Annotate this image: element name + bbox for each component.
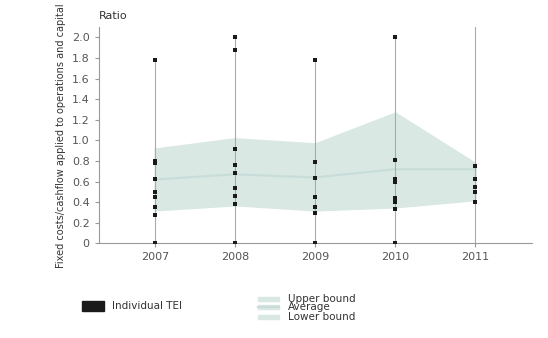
Point [471, 177, 480, 182]
Point [471, 184, 480, 189]
Point [391, 199, 399, 205]
Point [150, 194, 159, 200]
Text: Upper bound: Upper bound [288, 294, 355, 304]
Point [471, 189, 480, 195]
Point [311, 176, 319, 181]
Point [150, 212, 159, 217]
Point [391, 241, 399, 246]
Point [231, 201, 239, 207]
Point [231, 34, 239, 40]
Point [391, 207, 399, 212]
Point [150, 189, 159, 195]
Point [391, 195, 399, 201]
Point [150, 177, 159, 182]
Point [311, 204, 319, 210]
Point [391, 179, 399, 184]
Point [150, 158, 159, 164]
Point [311, 241, 319, 246]
Point [471, 163, 480, 169]
Text: Ratio: Ratio [99, 10, 127, 21]
Point [150, 160, 159, 166]
Point [231, 185, 239, 190]
Point [311, 57, 319, 63]
Point [231, 241, 239, 246]
Point [231, 162, 239, 168]
Point [231, 193, 239, 199]
Point [311, 211, 319, 216]
Text: Individual TEI: Individual TEI [112, 301, 182, 311]
Point [150, 204, 159, 210]
Point [391, 34, 399, 40]
Point [311, 159, 319, 165]
Point [471, 199, 480, 205]
Point [150, 241, 159, 246]
Point [150, 57, 159, 63]
Text: Lower bound: Lower bound [288, 312, 355, 322]
Point [391, 177, 399, 182]
Point [231, 47, 239, 52]
Point [391, 157, 399, 163]
Point [231, 146, 239, 151]
Point [311, 194, 319, 200]
Y-axis label: Fixed costs/cashflow applied to operations and capital: Fixed costs/cashflow applied to operatio… [56, 3, 66, 267]
Text: Average: Average [288, 302, 330, 312]
Point [231, 171, 239, 176]
